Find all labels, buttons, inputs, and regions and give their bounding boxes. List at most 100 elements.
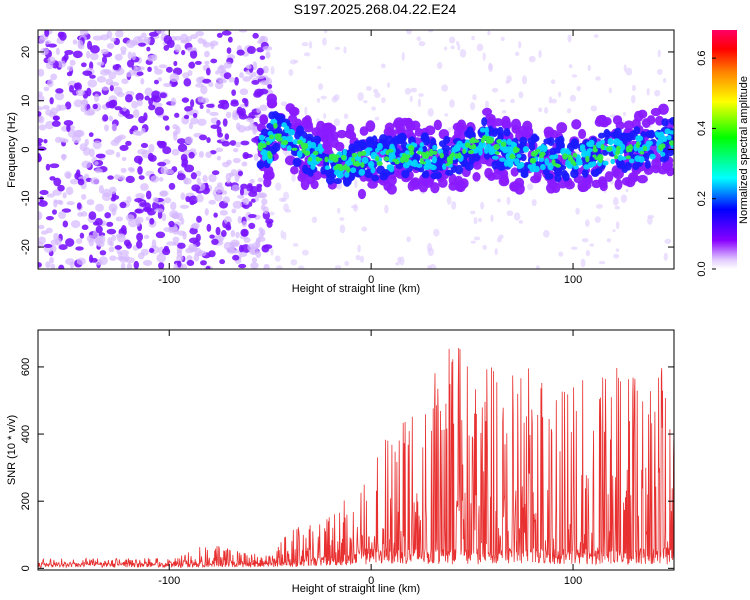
noise-blob [50,263,56,269]
signal-blob [551,159,556,165]
noise-blob [206,103,215,108]
noise-blob [242,204,250,210]
noise-blob [151,239,157,249]
noise-blob [38,142,42,147]
noise-blob [181,49,186,56]
signal-blob [405,120,416,132]
noise-blob [590,105,598,112]
noise-blob [480,201,485,210]
noise-blob [449,99,455,108]
signal-blob [383,156,390,162]
signal-blob [556,122,568,134]
signal-blob [616,159,626,169]
noise-blob [219,209,228,216]
noise-blob [337,207,341,214]
noise-blob [164,125,170,131]
noise-blob [200,97,210,104]
noise-blob [56,60,67,68]
noise-blob [238,244,244,253]
noise-blob [81,160,92,169]
signal-blob [435,171,442,180]
noise-blob [625,188,629,193]
noise-blob [108,71,117,80]
signal-blob [367,161,374,167]
noise-blob [66,71,73,77]
signal-blob [432,155,438,164]
signal-blob [342,148,347,156]
signal-blob [276,137,283,142]
noise-blob [38,262,42,268]
noise-blob [612,229,616,233]
noise-blob [232,110,238,118]
noise-blob [292,243,299,247]
signal-blob [350,167,357,174]
noise-blob [65,258,75,265]
noise-blob [43,243,53,248]
signal-blob [499,173,509,186]
signal-blob [484,146,489,155]
noise-blob [373,88,379,94]
noise-blob [657,49,661,58]
noise-blob [190,172,197,180]
noise-blob [44,40,52,45]
noise-blob [436,61,443,70]
y-tick-label: 0 [20,565,32,571]
colorbar-tick-label: 0.0 [696,261,708,276]
noise-blob [210,43,215,50]
noise-blob [257,185,262,193]
signal-blob [610,158,616,165]
noise-blob [205,151,212,158]
noise-blob [266,220,273,228]
y-tick-label: -10 [20,190,32,206]
noise-blob [218,99,229,105]
noise-blob [77,211,84,217]
signal-blob [612,115,623,125]
signal-blob [309,141,317,149]
noise-blob [66,124,71,133]
noise-blob [161,213,167,222]
noise-blob [664,238,672,244]
noise-blob [469,102,476,111]
noise-blob [205,265,211,269]
noise-blob [101,220,107,226]
noise-blob [66,65,74,72]
signal-blob [592,154,597,158]
signal-blob [288,114,298,123]
noise-blob [140,183,149,191]
noise-blob [470,210,476,215]
signal-blob [586,141,591,147]
noise-blob [324,30,328,34]
signal-blob [449,153,454,159]
noise-blob [528,55,536,63]
noise-blob [112,64,120,71]
noise-blob [140,78,145,85]
noise-blob [177,143,188,153]
noise-blob [542,229,550,238]
y-tick-label: 10 [20,95,32,107]
noise-blob [184,106,193,112]
noise-blob [87,79,98,88]
noise-blob [106,43,115,50]
signal-blob [509,181,521,192]
noise-blob [513,212,521,221]
signal-blob [516,153,522,159]
noise-blob [58,244,68,251]
noise-blob [253,153,259,162]
signal-blob [664,128,671,135]
signal-blob [510,153,515,159]
x-tick-label: 0 [368,274,374,286]
noise-blob [64,171,72,179]
noise-blob [159,190,168,197]
noise-blob [88,254,94,263]
signal-blob [358,168,366,176]
noise-blob [114,106,122,111]
noise-blob [190,99,195,108]
noise-blob [418,41,426,47]
noise-blob [334,46,341,50]
noise-blob [217,132,223,138]
noise-blob [184,136,194,145]
signal-blob [420,132,430,142]
noise-blob [471,35,475,41]
y-tick-label: -20 [20,239,32,255]
noise-blob [571,74,578,78]
